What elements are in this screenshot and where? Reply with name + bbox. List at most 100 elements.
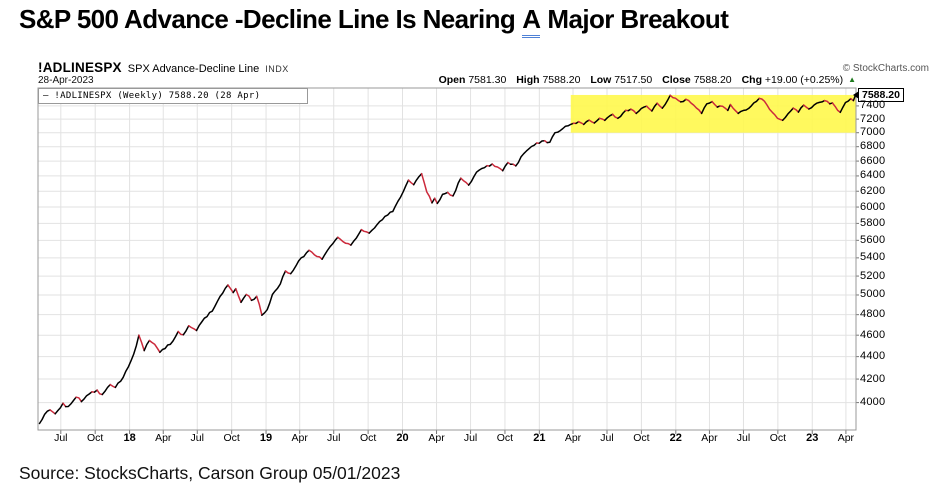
- price-line-segment: [80, 391, 93, 403]
- price-line-segment: [195, 284, 229, 332]
- price-line-segment: [467, 164, 488, 186]
- price-line-segment: [823, 99, 831, 105]
- price-line-segment: [420, 172, 433, 204]
- y-axis-label: 4400: [860, 350, 886, 363]
- highlight-band: [570, 94, 856, 133]
- chart-date: 28-Apr-2023: [38, 75, 94, 86]
- price-line-segment: [727, 103, 732, 112]
- plot-frame: [37, 87, 857, 431]
- price-line-segment: [839, 97, 852, 114]
- price-line-segment: [240, 293, 247, 304]
- page-title: S&P 500 Advance -Decline Line Is Nearing…: [19, 4, 729, 38]
- price-line-segment: [604, 113, 614, 122]
- price-line-segment: [159, 330, 179, 354]
- y-axis-label: 6200: [860, 184, 886, 197]
- price-line-segment: [588, 119, 596, 124]
- high-label: High: [516, 74, 540, 86]
- ticker-symbol: !ADLINESPX: [38, 60, 122, 75]
- y-axis-label: 4000: [860, 396, 886, 409]
- price-line-segment: [289, 249, 310, 275]
- x-axis-month-label: Jul: [327, 432, 341, 444]
- price-line-segment: [630, 108, 637, 115]
- price-line-segment: [460, 177, 470, 186]
- high-value: 7588.20: [542, 74, 581, 86]
- price-line-segment: [138, 334, 145, 352]
- y-axis-label: 6600: [860, 154, 886, 167]
- ticker-description: SPX Advance-Decline Line: [127, 63, 260, 75]
- price-line-segment: [781, 107, 794, 122]
- price-line-segment: [350, 228, 363, 246]
- price-line-segment: [611, 113, 619, 120]
- ohlc-quote-row: Open 7581.30 High 7588.20 Low 7517.50 Cl…: [432, 74, 856, 86]
- price-line-segment: [515, 142, 538, 167]
- price-line-segment: [182, 325, 190, 336]
- price-line-segment: [700, 100, 713, 115]
- y-axis-label: 6000: [860, 200, 886, 213]
- y-axis-label: 5800: [860, 216, 886, 229]
- price-line-segment: [407, 179, 415, 186]
- y-axis-label: 7000: [860, 126, 886, 139]
- price-line-segment: [679, 98, 687, 103]
- price-line-segment: [360, 228, 370, 234]
- price-line-segment: [491, 163, 504, 172]
- x-axis-month-label: Oct: [359, 432, 377, 444]
- price-line-segment: [96, 389, 104, 396]
- price-line-segment: [412, 172, 423, 186]
- x-axis-month-label: Oct: [87, 432, 104, 444]
- plot-background: [38, 88, 856, 430]
- price-line-segment: [808, 99, 826, 110]
- price-line-segment: [321, 236, 339, 260]
- stockcharts-copyright: © StockCharts.com: [842, 63, 929, 74]
- x-axis-month-label: Jul: [736, 432, 751, 444]
- price-line-segment: [501, 161, 509, 172]
- open-label: Open: [438, 74, 466, 86]
- chg-label: Chg: [741, 74, 762, 86]
- x-axis-month-label: Jul: [600, 432, 614, 444]
- x-axis-month-label: Oct: [769, 432, 787, 444]
- x-axis-month-label: Apr: [837, 432, 855, 444]
- price-line-segment: [758, 97, 784, 122]
- y-axis-label: 5200: [860, 269, 886, 282]
- price-line-segment: [308, 249, 323, 260]
- price-line-segment: [452, 177, 462, 197]
- price-line-segment: [645, 105, 653, 112]
- price-line-segment: [64, 396, 77, 408]
- title-part1: S&P 500 Advance -Decline Line Is Nearing: [19, 4, 516, 34]
- price-line-segment: [577, 120, 585, 126]
- price-line-segment: [831, 102, 842, 114]
- price-line-segment: [109, 383, 117, 389]
- x-axis-month-label: Oct: [496, 432, 514, 444]
- y-axis-label: 5600: [860, 233, 886, 246]
- price-line-segment: [250, 295, 258, 302]
- chg-value: +19.00 (+0.25%): [764, 74, 844, 86]
- x-axis-year-label: 21: [533, 432, 546, 444]
- price-line-segment: [719, 105, 729, 112]
- price-line-segment: [284, 270, 292, 275]
- price-line-segment: [261, 270, 287, 316]
- price-line-segment: [661, 94, 671, 109]
- x-axis-month-label: Apr: [701, 432, 718, 444]
- price-line-segment: [546, 122, 575, 144]
- y-axis-label: 7400: [860, 99, 886, 112]
- y-axis-label: 7200: [860, 112, 886, 125]
- price-line-segment: [148, 339, 161, 354]
- x-axis-month-label: Oct: [633, 432, 650, 444]
- title-part2: Major Breakout: [547, 4, 729, 34]
- price-line-segment: [656, 102, 664, 109]
- price-line-segment: [436, 191, 449, 205]
- title-grammar-underlined-word: A: [522, 4, 541, 38]
- close-label: Close: [662, 74, 691, 86]
- y-axis-label: 6400: [860, 169, 886, 182]
- x-axis-month-label: Apr: [291, 432, 308, 444]
- x-axis-month-label: Jul: [190, 432, 204, 444]
- x-axis-year-label: 22: [669, 432, 682, 444]
- close-value: 7588.20: [693, 74, 732, 86]
- y-axis-label: 5400: [860, 251, 886, 264]
- price-line-segment: [143, 339, 151, 352]
- price-line-segment: [255, 295, 263, 316]
- last-price-flag: 7588.20: [853, 88, 904, 102]
- price-line-segment: [245, 293, 253, 302]
- price-line-segment: [187, 325, 198, 332]
